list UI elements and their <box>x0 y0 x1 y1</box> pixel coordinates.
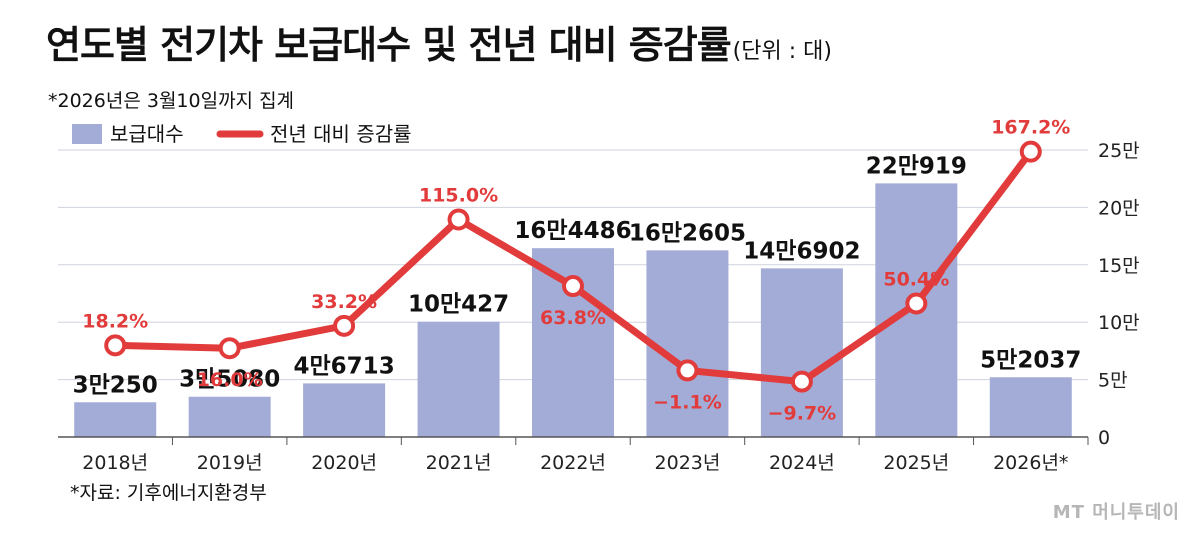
x-tick-label: 2021년 <box>426 452 492 474</box>
rate-point <box>104 334 127 357</box>
legend-line-label: 전년 대비 증감률 <box>270 122 412 146</box>
rate-point <box>905 292 928 315</box>
legend: 보급대수 전년 대비 증감률 <box>72 122 412 146</box>
x-tick-label: 2019년 <box>197 452 263 474</box>
bar <box>760 268 843 437</box>
bar-value-label: 22만919 <box>866 153 967 179</box>
data-labels: 3만250 3만5080 4만6713 10만427 16만448616만260514만… <box>73 117 1082 425</box>
bar <box>74 402 157 437</box>
x-tick-label: 2022년 <box>540 452 606 474</box>
bar <box>417 321 500 437</box>
rate-value-label: 167.2% <box>991 117 1070 139</box>
rate-value-label: 18.2% <box>82 310 148 332</box>
rate-point <box>562 275 584 298</box>
bar <box>989 377 1072 437</box>
y-tick-label: 10만 <box>1098 312 1140 334</box>
rate-value-label: −1.1% <box>653 391 722 413</box>
chart-title: 연도별 전기차 보급대수 및 전년 대비 증감률 <box>46 23 732 67</box>
axes: 0 5만 10만 15만 20만 25만 2018년 2019년 2020년 2021년 2022년… <box>58 140 1140 474</box>
rate-point <box>790 370 813 393</box>
x-tick-label: 2018년 <box>82 452 148 474</box>
rate-value-label: 33.2% <box>311 291 377 313</box>
bar <box>303 383 386 437</box>
bar-value-label: 3만250 <box>73 372 158 398</box>
bar-value-label: 4만6713 <box>294 353 395 379</box>
x-tick-label: 2026년* <box>993 452 1068 474</box>
bar <box>188 396 271 437</box>
x-tick-label: 2020년 <box>311 452 377 474</box>
x-tick-label: 2023년 <box>655 452 721 474</box>
bar-value-label: 10만427 <box>408 292 509 318</box>
bar-value-label: 3만5080 <box>179 367 280 393</box>
rate-point <box>447 208 470 231</box>
rate-line <box>104 140 1042 393</box>
legend-bar-label: 보급대수 <box>110 122 184 146</box>
y-tick-label: 20만 <box>1098 197 1140 219</box>
chart-title-block: 연도별 전기차 보급대수 및 전년 대비 증감률(단위 : 대) <box>46 14 832 69</box>
y-tick-label: 5만 <box>1098 370 1128 392</box>
publisher-watermark: MT 머니투데이 <box>1052 502 1180 523</box>
rate-value-label: 50.4% <box>883 268 949 290</box>
bar-value-label: 16만2605 <box>629 220 746 246</box>
bar <box>646 250 729 437</box>
source-note: *자료: 기후에너지환경부 <box>70 482 267 504</box>
rate-value-label: 16.0% <box>197 369 263 391</box>
rate-value-label: 115.0% <box>419 185 498 207</box>
bar-value-label: 14만6902 <box>743 238 860 264</box>
rate-point <box>1019 140 1042 163</box>
chart-note: *2026년은 3월10일까지 집계 <box>48 90 295 112</box>
unit-label: (단위 : 대) <box>732 39 832 64</box>
bars <box>74 183 1072 437</box>
y-tick-label: 25만 <box>1098 140 1140 162</box>
rate-point <box>676 359 699 382</box>
x-tick-label: 2025년 <box>883 452 949 474</box>
rate-value-label: −9.7% <box>768 403 837 425</box>
y-tick-label: 15만 <box>1098 255 1140 277</box>
rate-point <box>333 314 356 337</box>
bar-value-label: 16만4486 <box>514 218 631 244</box>
rate-point <box>218 337 241 360</box>
x-tick-label: 2024년 <box>769 452 835 474</box>
y-tick-label: 0 <box>1098 427 1110 449</box>
legend-bar-swatch <box>72 124 102 144</box>
bar-value-label: 5만2037 <box>980 347 1081 373</box>
rate-value-label: 63.8% <box>540 307 606 329</box>
